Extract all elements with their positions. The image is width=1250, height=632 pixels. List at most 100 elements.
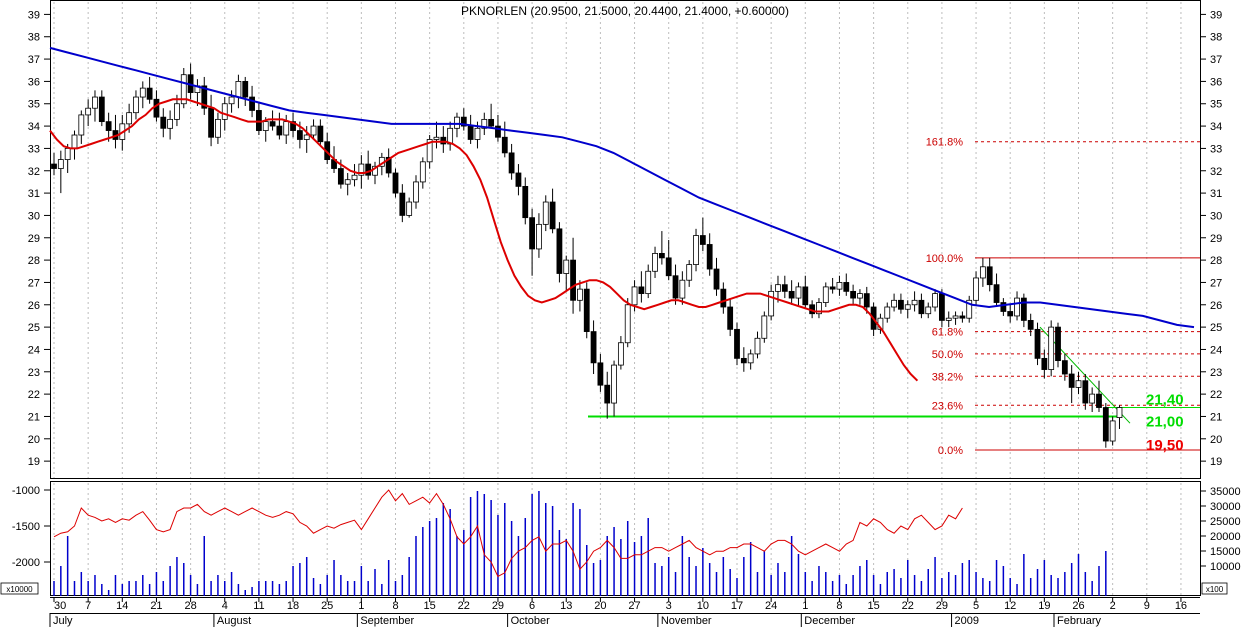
price-tick-label: 32 (28, 166, 40, 178)
candle-body (474, 127, 481, 140)
candle-body (631, 286, 638, 306)
x-tick-label: 5 (973, 600, 979, 612)
candle-body (706, 244, 713, 270)
x-tick-label: 8 (392, 600, 398, 612)
candle-body (857, 293, 863, 299)
x-tick-label: 17 (731, 600, 743, 612)
candle-body (781, 284, 788, 292)
support-label: 21,00 (1146, 413, 1184, 430)
indicator-tick-label: -1500 (12, 521, 40, 533)
x-tick-label: 20 (594, 600, 606, 612)
candle-body (98, 96, 105, 123)
candle-body (399, 192, 406, 216)
candle-body (57, 159, 64, 169)
candle-body (249, 96, 255, 111)
candle-body (64, 148, 71, 160)
price-tick-label: 24 (28, 344, 40, 356)
candle-body (105, 121, 112, 131)
candle-body (310, 125, 317, 136)
price-tick-label: 32 (1210, 166, 1222, 178)
price-tick-label: 37 (1210, 54, 1222, 66)
price-axis: 19 19 20 20 21 21 22 22 23 23 24 24 25 25 26 26 27 27 28 28… (28, 9, 1223, 468)
price-tick-label: 29 (28, 233, 40, 245)
candle-body (795, 286, 802, 299)
x-tick-label: 22 (902, 600, 914, 612)
x-tick-label: 25 (321, 600, 333, 612)
candle-body (843, 282, 850, 292)
candle-body (495, 125, 501, 138)
x-tick-label: 6 (529, 600, 535, 612)
candle-body (426, 139, 433, 163)
candle-body (1007, 311, 1014, 317)
candle-body (658, 253, 665, 259)
x-tick-label: 16 (1175, 600, 1187, 612)
x-tick-label: 27 (628, 600, 640, 612)
support-lines: 21,40 21,00 19,50 (588, 326, 1200, 454)
candle-body (536, 223, 542, 250)
candle-body (71, 134, 78, 149)
candle-body (652, 253, 658, 272)
candle-body (1020, 297, 1027, 321)
candle-body (713, 268, 720, 290)
candle-body (816, 302, 822, 315)
month-label: October (511, 615, 550, 627)
candle-body (1027, 320, 1034, 330)
price-tick-label: 37 (28, 54, 40, 66)
candle-body (126, 112, 133, 125)
x-tick-label: 4 (222, 600, 228, 612)
volume-tick-label: 15000 (1210, 546, 1241, 558)
candle-body (1055, 326, 1061, 362)
indicator-line (53, 489, 963, 578)
price-tick-label: 39 (28, 9, 40, 21)
candle-body (269, 121, 276, 127)
month-label: December (804, 615, 855, 627)
month-label: November (661, 615, 712, 627)
candle-body (979, 266, 986, 279)
candle-body (303, 134, 310, 140)
price-tick-label: 22 (1210, 389, 1222, 401)
candle-body (863, 293, 870, 308)
candle-body (617, 342, 624, 366)
candle-body (570, 259, 576, 301)
candle-body (699, 235, 706, 245)
price-tick-label: 28 (28, 255, 40, 267)
candle-body (235, 81, 242, 98)
candle-body (419, 161, 426, 183)
price-tick-label: 21 (1210, 411, 1222, 423)
candle-body (146, 87, 153, 100)
price-tick-label: 39 (1210, 9, 1222, 21)
candle-body (501, 136, 508, 154)
support-label: 19,50 (1146, 437, 1184, 454)
price-tick-label: 30 (28, 210, 40, 222)
candle-body (556, 228, 563, 274)
candle-body (153, 98, 160, 118)
candle-body (986, 266, 993, 286)
price-tick-label: 38 (1210, 32, 1222, 44)
candle-body (174, 103, 180, 120)
x-tick-label: 28 (184, 600, 196, 612)
price-tick-label: 35 (28, 99, 40, 111)
price-tick-label: 36 (1210, 76, 1222, 88)
candle-body (850, 290, 857, 299)
price-tick-label: 25 (28, 322, 40, 334)
fibonacci-label: 23.6% (932, 400, 963, 412)
candle-body (549, 201, 556, 230)
month-label: February (1057, 615, 1102, 627)
candle-body (884, 306, 891, 319)
price-tick-label: 34 (28, 121, 40, 133)
candle-body (624, 304, 631, 344)
candle-body (891, 299, 897, 308)
candle-body (51, 163, 57, 169)
indicator-tick-label: -2000 (12, 557, 40, 569)
candle-body (802, 286, 809, 306)
price-tick-label: 31 (1210, 188, 1222, 200)
volume-tick-label: 35000 (1210, 486, 1241, 498)
candle-body (590, 331, 597, 364)
x-tick-label: 18 (287, 600, 299, 612)
candle-body (1048, 326, 1055, 370)
candle-body (679, 279, 686, 299)
candle-body (1000, 302, 1007, 312)
candle-body (242, 81, 249, 98)
x-tick-label: 24 (765, 600, 777, 612)
